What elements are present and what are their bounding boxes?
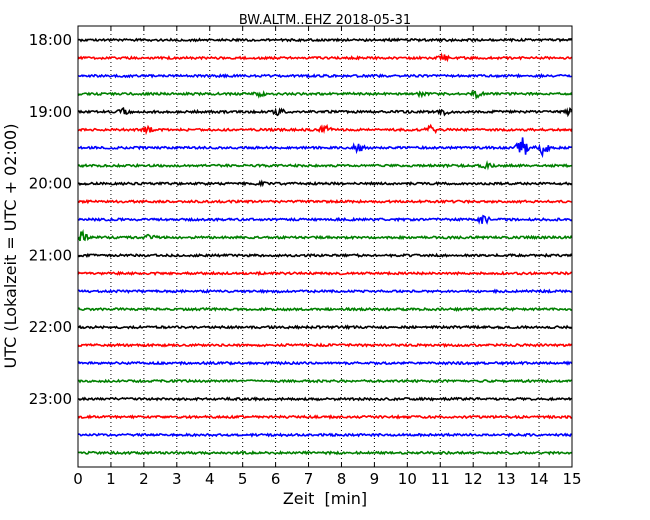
seismic-trace-2300 [77, 396, 572, 402]
y-tick-label: 18:00 [29, 31, 72, 49]
y-tick-label: 20:00 [29, 175, 72, 193]
seismic-trace-2130 [78, 288, 573, 295]
y-tick-label: 23:00 [29, 390, 72, 408]
seismic-trace-2115 [77, 270, 573, 277]
x-tick-label: 12 [464, 470, 483, 488]
x-tick-label: 7 [304, 470, 314, 488]
trace-group [77, 37, 573, 456]
chart-title: BW.ALTM..EHZ 2018-05-31 [239, 13, 411, 28]
x-tick-label: 8 [337, 470, 347, 488]
x-tick-label: 6 [271, 470, 281, 488]
x-axis-label: Zeit [min] [283, 489, 367, 508]
seismic-trace-2315 [77, 414, 572, 420]
x-tick-label: 0 [73, 470, 83, 488]
x-tick-label: 10 [398, 470, 417, 488]
seismic-trace-2345 [77, 450, 573, 456]
y-tick-label: 21:00 [29, 246, 72, 264]
seismic-trace-2230 [77, 360, 573, 367]
x-tick-label: 9 [370, 470, 380, 488]
seismic-trace-1900 [77, 107, 573, 118]
x-tick-label: 2 [139, 470, 149, 488]
y-tick-label: 22:00 [29, 318, 72, 336]
seismic-trace-1845 [77, 89, 573, 101]
seismic-trace-2030 [77, 214, 573, 225]
seismic-trace-2245 [77, 378, 573, 384]
axis-ticks: 0 1 2 3 4 5 6 7 8 9 10 11 12 13 14 1518:0019:0020:0021:… [29, 26, 582, 488]
x-tick-label: 1 [106, 470, 116, 488]
y-tick-label: 19:00 [29, 103, 72, 121]
x-tick-label: 4 [205, 470, 215, 488]
plot-frame [77, 25, 573, 468]
x-tick-label: 5 [238, 470, 248, 488]
seismic-trace-1800 [77, 37, 573, 43]
seismic-trace-1815 [77, 52, 573, 63]
seismic-trace-1945 [77, 160, 573, 171]
seismic-trace-2145 [77, 306, 573, 312]
seismic-trace-2045 [77, 229, 573, 242]
seismic-trace-1830 [77, 73, 573, 79]
seismic-trace-2015 [77, 198, 573, 205]
x-tick-label: 14 [530, 470, 549, 488]
seismic-trace-2330 [77, 432, 573, 438]
x-tick-label: 11 [431, 470, 450, 488]
seismic-trace-2000 [77, 179, 573, 188]
x-tick-label: 15 [562, 470, 581, 488]
seismic-trace-2100 [77, 252, 573, 259]
grid-lines [110, 26, 540, 467]
seismic-trace-1930 [77, 137, 573, 159]
seismic-trace-2200 [77, 324, 573, 330]
seismic-trace-2215 [77, 342, 573, 348]
x-tick-label: 3 [172, 470, 182, 488]
seismic-trace-1915 [77, 123, 573, 136]
y-axis-label: UTC (Lokalzeit = UTC + 02:00) [1, 124, 20, 369]
x-tick-label: 13 [497, 470, 516, 488]
